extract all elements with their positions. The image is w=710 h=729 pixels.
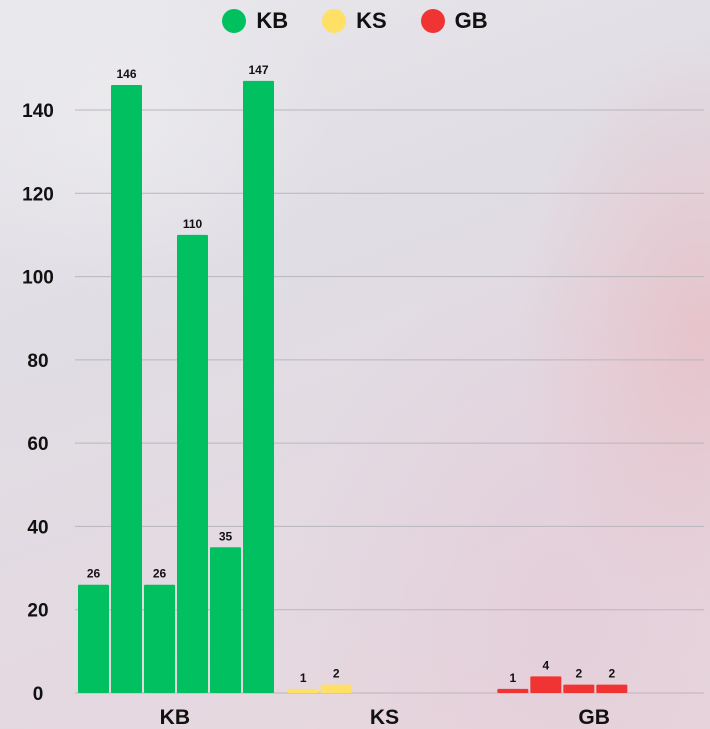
- bar[interactable]: [596, 684, 628, 693]
- x-category-label: KS: [370, 706, 399, 729]
- data-label: 35: [219, 529, 233, 543]
- chart-legend: KB KS GB: [0, 6, 710, 36]
- bar[interactable]: [78, 584, 109, 693]
- data-label: 26: [153, 567, 167, 581]
- data-label: 26: [87, 567, 101, 581]
- legend-swatch-ks: [322, 9, 347, 33]
- y-tick-label: 40: [27, 517, 48, 538]
- data-label: 146: [116, 67, 136, 81]
- bar[interactable]: [530, 676, 562, 693]
- y-tick-label: 60: [27, 434, 48, 455]
- legend-label-ks: KS: [356, 8, 387, 33]
- bar[interactable]: [111, 85, 142, 693]
- bar[interactable]: [210, 547, 241, 693]
- bar[interactable]: [320, 684, 352, 693]
- data-label: 147: [248, 63, 268, 77]
- y-tick-label: 80: [27, 351, 48, 372]
- data-label: 4: [542, 658, 549, 672]
- y-tick-label: 140: [22, 101, 54, 122]
- legend-swatch-kb: [222, 9, 247, 33]
- y-tick-label: 20: [27, 601, 48, 622]
- y-tick-label: 120: [22, 184, 54, 205]
- legend-label-kb: KB: [256, 8, 289, 33]
- data-label: 2: [575, 667, 582, 681]
- x-category-label: KB: [160, 706, 190, 729]
- bar[interactable]: [497, 688, 529, 693]
- legend-item-gb[interactable]: GB: [420, 8, 488, 34]
- bar[interactable]: [144, 584, 175, 693]
- legend-swatch-gb: [420, 9, 445, 33]
- legend-item-ks[interactable]: KS: [322, 8, 387, 34]
- legend-label-gb: GB: [454, 8, 488, 33]
- bar[interactable]: [563, 684, 595, 693]
- data-label: 2: [608, 667, 615, 681]
- x-category-label: GB: [578, 706, 610, 729]
- data-label: 2: [333, 667, 340, 681]
- y-tick-label: 100: [22, 268, 54, 289]
- y-tick-label: 0: [33, 684, 44, 705]
- legend-item-kb[interactable]: KB: [222, 8, 288, 34]
- data-label: 1: [509, 671, 516, 685]
- data-label: 110: [183, 217, 203, 231]
- data-label: 1: [300, 671, 307, 685]
- bar[interactable]: [243, 80, 274, 694]
- bar[interactable]: [177, 234, 208, 693]
- bar[interactable]: [287, 688, 319, 693]
